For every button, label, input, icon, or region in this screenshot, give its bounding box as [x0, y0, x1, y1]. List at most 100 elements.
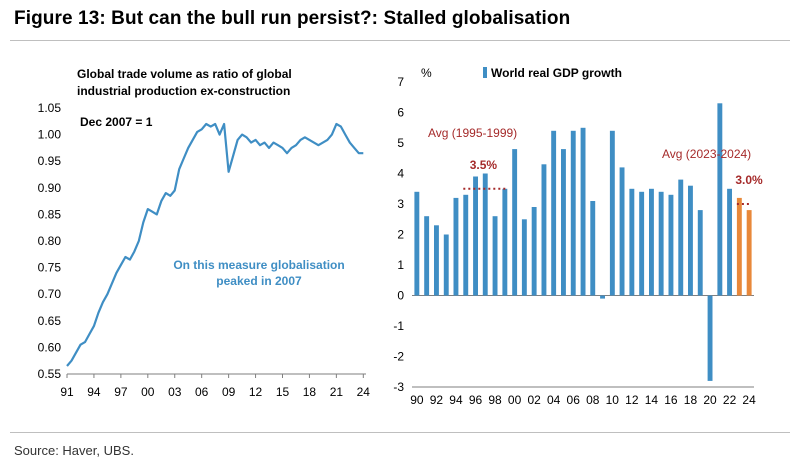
gdp-bar-23 [736, 197, 742, 296]
figure-title: Figure 13: But can the bull run persist?… [14, 8, 571, 29]
left-x-tick-label: 24 [357, 385, 371, 399]
gdp-bar-98 [492, 216, 498, 296]
gdp-bar-24 [746, 210, 752, 296]
right-y-tick-label: -3 [393, 380, 404, 394]
gdp-bar-20 [707, 295, 713, 381]
right-x-tick-label: 18 [684, 393, 698, 407]
gdp-bar-22 [727, 188, 732, 296]
right-x-tick-label: 14 [645, 393, 659, 407]
right-chart-y-ticks: -3 -2 -1 0 1 2 3 4 5 6 7 [393, 75, 404, 394]
left-x-tick-label: 18 [303, 385, 317, 399]
legend-label: World real GDP growth [491, 66, 622, 80]
left-chart-annotation-line-2: peaked in 2007 [216, 274, 302, 288]
gdp-bar-09 [600, 295, 605, 299]
gdp-bar-11 [619, 167, 625, 296]
gdp-bar-15 [658, 191, 664, 296]
right-x-tick-label: 10 [606, 393, 620, 407]
left-chart-title-line-2: industrial production ex-construction [77, 84, 290, 98]
gdp-bar-12 [629, 188, 635, 296]
gdp-bar-92 [434, 225, 439, 296]
gdp-bar-13 [639, 191, 645, 296]
gdp-bar-00 [512, 149, 518, 296]
right-y-tick-label: 7 [397, 75, 404, 89]
right-x-tick-label: 90 [410, 393, 424, 407]
gdp-bar-94 [453, 197, 459, 296]
gdp-bar-90 [414, 191, 420, 296]
left-chart-title-line-1: Global trade volume as ratio of global [77, 67, 292, 81]
gdp-bar-17 [678, 179, 684, 296]
gdp-bars [414, 103, 752, 381]
gdp-bar-04 [551, 130, 557, 296]
avg-value-1995-1999: 3.5% [470, 158, 498, 172]
left-x-tick-label: 91 [60, 385, 74, 399]
trade-ratio-line [66, 122, 364, 367]
left-y-tick-label: 0.75 [38, 261, 62, 275]
left-y-tick-label: 0.70 [38, 287, 62, 301]
right-y-tick-label: 0 [397, 289, 404, 303]
right-chart-unit-label: % [421, 66, 432, 80]
right-x-tick-label: 02 [527, 393, 541, 407]
left-chart-note: Dec 2007 = 1 [80, 115, 153, 129]
gdp-bar-10 [609, 130, 615, 296]
left-x-tick-label: 97 [114, 385, 128, 399]
left-chart-x-ticks: 91 94 97 00 03 06 09 12 15 18 21 24 [60, 374, 370, 399]
average-annotations: Avg (1995-1999) 3.5% Avg (2023-2024) 3.0% [428, 126, 763, 205]
title-divider [10, 40, 790, 41]
right-x-tick-label: 96 [469, 393, 483, 407]
avg-value-2023-2024: 3.0% [735, 173, 763, 187]
left-x-tick-label: 06 [195, 385, 209, 399]
right-x-tick-label: 92 [430, 393, 444, 407]
right-x-tick-label: 08 [586, 393, 600, 407]
gdp-bar-97 [482, 173, 488, 296]
left-x-tick-label: 15 [276, 385, 290, 399]
left-x-tick-label: 09 [222, 385, 236, 399]
gdp-bar-19 [697, 210, 703, 296]
gdp-bar-93 [443, 234, 449, 296]
left-x-tick-label: 12 [249, 385, 263, 399]
trade-ratio-chart: Global trade volume as ratio of global i… [38, 67, 371, 399]
right-x-tick-label: 04 [547, 393, 561, 407]
gdp-bar-02 [531, 207, 537, 296]
right-y-tick-label: -1 [393, 319, 404, 333]
gdp-bar-06 [570, 130, 576, 296]
right-y-tick-label: 4 [397, 167, 404, 181]
left-y-tick-label: 1.05 [38, 101, 62, 115]
left-x-tick-label: 03 [168, 385, 182, 399]
avg-label-2023-2024: Avg (2023-2024) [662, 147, 751, 161]
gdp-bar-95 [463, 194, 469, 296]
right-y-tick-label: 6 [397, 106, 404, 120]
right-y-tick-label: 1 [397, 258, 404, 272]
gdp-bar-16 [668, 194, 674, 296]
left-y-tick-label: 0.90 [38, 181, 62, 195]
right-y-tick-label: 3 [397, 197, 404, 211]
right-y-tick-label: 2 [397, 228, 404, 242]
avg-label-1995-1999: Avg (1995-1999) [428, 126, 517, 140]
left-chart-y-ticks: 0.55 0.60 0.65 0.70 0.75 0.80 0.85 0.90 0.95 1.00… [38, 101, 62, 381]
gdp-bar-99 [502, 188, 508, 296]
gdp-bar-01 [521, 219, 527, 296]
left-y-tick-label: 0.55 [38, 367, 62, 381]
right-chart-x-ticks: 90 92 94 96 98 00 02 04 06 08 10 12 14 16 18 20 22 24 [410, 393, 756, 407]
right-x-tick-label: 20 [703, 393, 717, 407]
left-y-tick-label: 0.80 [38, 234, 62, 248]
left-chart-annotation-line-1: On this measure globalisation [173, 258, 344, 272]
right-x-tick-label: 00 [508, 393, 522, 407]
left-x-tick-label: 94 [87, 385, 101, 399]
left-y-tick-label: 0.95 [38, 154, 62, 168]
right-x-tick-label: 98 [488, 393, 502, 407]
gdp-bar-21 [717, 103, 723, 296]
gdp-bar-05 [561, 149, 566, 296]
gdp-bar-96 [473, 176, 478, 296]
gdp-bar-08 [590, 201, 596, 296]
legend-swatch [483, 67, 487, 78]
source-divider [10, 432, 790, 433]
source-note: Source: Haver, UBS. [14, 443, 134, 458]
right-x-tick-label: 06 [567, 393, 581, 407]
right-x-tick-label: 22 [723, 393, 737, 407]
gdp-bar-14 [649, 188, 654, 296]
gdp-bar-03 [541, 164, 547, 296]
right-y-tick-label: -2 [393, 350, 404, 364]
right-x-tick-label: 16 [664, 393, 678, 407]
